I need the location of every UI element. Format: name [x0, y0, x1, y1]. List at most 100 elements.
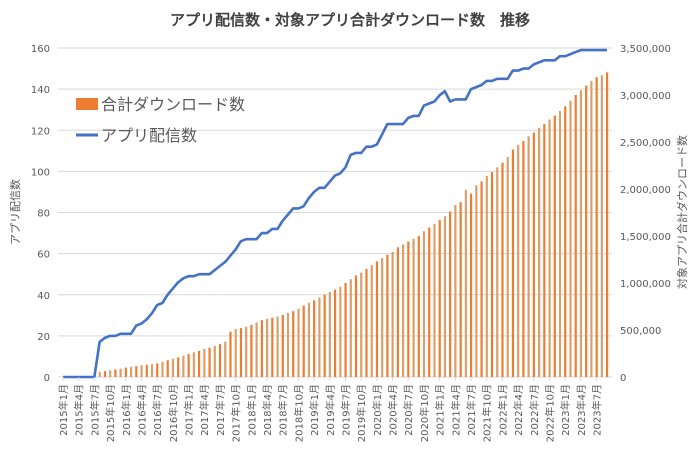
download-bar — [449, 211, 452, 377]
x-axis-ticks: 2015年1月 2015年4月 2015年7月 2015年10月 2016年1月 2016… — [57, 377, 604, 442]
download-bar — [229, 331, 232, 377]
x-tick-label: 2019年7月 — [339, 384, 352, 436]
download-bar — [517, 144, 520, 377]
download-bar — [255, 322, 258, 377]
legend-line-label: アプリ配信数 — [101, 126, 197, 145]
download-bar — [386, 254, 389, 377]
download-bar — [396, 247, 399, 377]
right-axis-ticks: 0 500,000 1,000,000 1,500,000 2,000,000 2,500… — [620, 44, 671, 384]
download-bar — [344, 283, 347, 377]
download-bar — [198, 350, 201, 377]
download-bar — [135, 366, 138, 377]
right-tick-label: 1,000,000 — [620, 279, 671, 290]
left-tick-label: 40 — [37, 291, 50, 302]
download-bar — [600, 75, 603, 377]
x-tick-label: 2017年4月 — [198, 384, 211, 436]
x-tick-label: 2016年4月 — [135, 384, 148, 436]
x-tick-label: 2022年4月 — [512, 384, 525, 436]
x-tick-label: 2018年10月 — [292, 384, 305, 442]
download-bar — [203, 348, 206, 377]
download-bar — [224, 341, 227, 377]
download-bar — [323, 294, 326, 377]
download-bar — [328, 291, 331, 377]
x-tick-label: 2018年7月 — [277, 384, 290, 436]
x-tick-label: 2017年10月 — [230, 384, 243, 442]
download-bar — [579, 90, 583, 378]
x-tick-label: 2018年1月 — [245, 384, 258, 436]
download-bar — [109, 370, 112, 377]
download-bars — [98, 72, 609, 378]
download-bar — [370, 265, 373, 377]
download-bar — [192, 352, 195, 377]
download-bar — [522, 141, 525, 377]
x-tick-label: 2020年1月 — [371, 384, 384, 436]
app-count-line — [63, 48, 607, 379]
download-bar — [182, 355, 185, 377]
download-bar — [365, 268, 368, 377]
download-bar — [218, 344, 222, 377]
download-bar — [98, 371, 101, 377]
download-bar — [266, 318, 269, 377]
download-bar — [381, 258, 384, 377]
x-tick-label: 2020年7月 — [402, 384, 415, 436]
download-bar — [234, 329, 237, 377]
download-bar — [501, 162, 504, 377]
download-bar — [103, 371, 107, 377]
download-bar — [590, 80, 593, 378]
left-axis-label: アプリ配信数 — [9, 179, 22, 245]
download-bar — [475, 185, 478, 377]
download-bar — [166, 360, 169, 377]
download-bar — [428, 227, 431, 377]
x-tick-label: 2021年10月 — [481, 384, 494, 442]
left-tick-label: 140 — [31, 85, 50, 96]
left-tick-label: 160 — [31, 44, 50, 55]
download-bar — [271, 317, 274, 377]
download-bar — [354, 275, 358, 377]
download-bar — [318, 297, 321, 377]
download-bar — [119, 368, 122, 377]
right-tick-label: 3,500,000 — [620, 44, 671, 55]
x-tick-label: 2019年10月 — [355, 384, 368, 442]
download-bar — [454, 204, 457, 377]
download-bar — [187, 353, 190, 377]
download-bar — [564, 106, 567, 377]
download-bar — [177, 357, 180, 377]
download-bar — [553, 115, 556, 378]
download-bar — [532, 132, 535, 377]
left-tick-label: 20 — [37, 332, 50, 343]
download-bar — [150, 364, 154, 377]
download-bar — [124, 367, 127, 377]
download-bar — [339, 286, 342, 377]
download-bar — [558, 110, 562, 377]
download-bar — [114, 369, 117, 377]
download-bar — [485, 175, 488, 377]
download-bar — [407, 241, 410, 377]
app-count-line-path — [63, 48, 607, 379]
x-tick-label: 2019年1月 — [308, 384, 321, 436]
download-bar — [496, 167, 499, 377]
x-tick-label: 2015年1月 — [57, 384, 70, 436]
download-bar — [239, 328, 243, 377]
download-bar — [171, 358, 175, 377]
download-bar — [208, 347, 211, 377]
download-bar — [213, 345, 216, 377]
download-bar — [470, 193, 473, 377]
download-bar — [302, 305, 305, 377]
x-tick-label: 2021年7月 — [465, 384, 478, 436]
x-tick-label: 2020年10月 — [418, 384, 431, 442]
download-bar — [585, 85, 588, 377]
legend-bar-label: 合計ダウンロード数 — [101, 95, 245, 114]
download-bar — [307, 302, 311, 377]
x-tick-label: 2022年7月 — [528, 384, 541, 436]
download-bar — [334, 289, 337, 377]
download-bar — [156, 363, 159, 377]
download-bar — [349, 279, 352, 377]
right-tick-label: 0 — [620, 373, 626, 384]
download-bar — [459, 202, 462, 377]
legend-bar-swatch — [76, 98, 98, 110]
right-tick-label: 2,000,000 — [620, 185, 671, 196]
download-bar — [527, 136, 530, 377]
download-bar — [286, 313, 290, 377]
download-bar — [606, 72, 609, 377]
